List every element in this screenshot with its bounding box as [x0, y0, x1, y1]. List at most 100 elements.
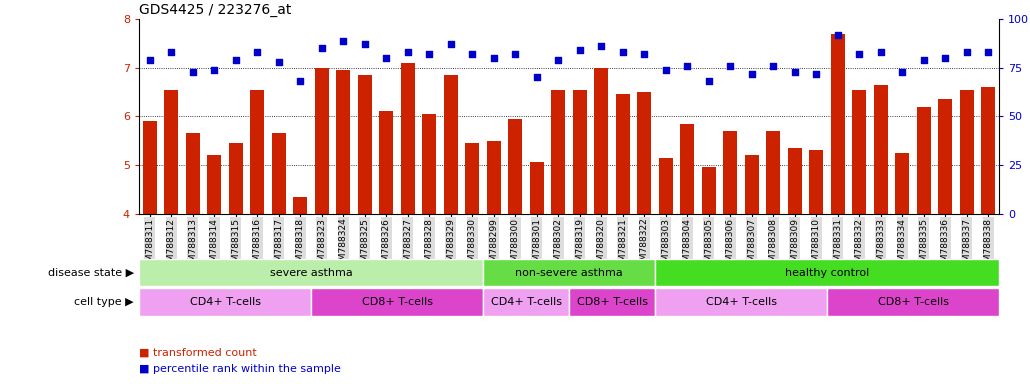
Point	[959, 49, 975, 55]
Text: ■ percentile rank within the sample: ■ percentile rank within the sample	[139, 364, 341, 374]
Bar	[357, 75, 372, 214]
Text: GDS4425 / 223276_at: GDS4425 / 223276_at	[139, 3, 291, 17]
Bar	[917, 107, 931, 214]
Bar	[827, 288, 999, 316]
Bar	[483, 288, 569, 316]
Point	[637, 51, 653, 57]
Bar	[250, 89, 265, 214]
Point	[443, 41, 459, 48]
Bar	[655, 288, 827, 316]
Bar	[139, 288, 311, 316]
Point	[163, 49, 179, 55]
Point	[916, 57, 932, 63]
Bar	[573, 89, 587, 214]
Point	[249, 49, 266, 55]
Bar	[466, 143, 479, 214]
Point	[313, 45, 330, 51]
Text: CD8+ T-cells: CD8+ T-cells	[878, 297, 949, 307]
Text: CD8+ T-cells: CD8+ T-cells	[362, 297, 433, 307]
Point	[356, 41, 373, 48]
Point	[722, 63, 739, 69]
Text: severe asthma: severe asthma	[270, 268, 352, 278]
Point	[593, 43, 610, 50]
Point	[465, 51, 481, 57]
Text: CD4+ T-cells: CD4+ T-cells	[190, 297, 261, 307]
Bar	[165, 89, 178, 214]
Bar	[853, 89, 866, 214]
Point	[293, 78, 309, 84]
Point	[657, 67, 674, 73]
Point	[485, 55, 502, 61]
Text: CD8+ T-cells: CD8+ T-cells	[577, 297, 648, 307]
Bar	[616, 94, 629, 214]
Text: disease state ▶: disease state ▶	[47, 268, 134, 278]
Bar	[272, 133, 285, 214]
Bar	[701, 167, 716, 214]
Point	[894, 69, 911, 75]
Point	[679, 63, 695, 69]
Bar	[139, 259, 483, 286]
Bar	[594, 68, 609, 214]
Point	[400, 49, 416, 55]
Bar	[788, 148, 801, 214]
Point	[851, 51, 867, 57]
Bar	[766, 131, 781, 214]
Text: cell type ▶: cell type ▶	[74, 297, 134, 307]
Bar	[745, 155, 759, 214]
Point	[981, 49, 997, 55]
Bar	[723, 131, 737, 214]
Point	[615, 49, 631, 55]
Bar	[444, 75, 457, 214]
Point	[206, 67, 222, 73]
Bar	[655, 259, 999, 286]
Point	[271, 59, 287, 65]
Bar	[379, 111, 393, 214]
Text: CD4+ T-cells: CD4+ T-cells	[706, 297, 777, 307]
Bar	[810, 151, 823, 214]
Bar	[294, 197, 307, 214]
Text: ■ transformed count: ■ transformed count	[139, 347, 256, 357]
Bar	[551, 89, 565, 214]
Bar	[337, 70, 350, 214]
Point	[184, 69, 201, 75]
Bar	[529, 162, 544, 214]
Bar	[401, 63, 415, 214]
Point	[528, 74, 545, 81]
Bar	[207, 155, 221, 214]
Bar	[895, 153, 909, 214]
Bar	[229, 143, 243, 214]
Text: CD4+ T-cells: CD4+ T-cells	[490, 297, 561, 307]
Point	[141, 57, 158, 63]
Bar	[960, 89, 973, 214]
Bar	[873, 85, 888, 214]
Point	[829, 31, 846, 38]
Point	[507, 51, 523, 57]
Text: healthy control: healthy control	[785, 268, 869, 278]
Point	[421, 51, 438, 57]
Point	[550, 57, 566, 63]
Point	[228, 57, 244, 63]
Bar	[487, 141, 501, 214]
Bar	[185, 133, 200, 214]
Point	[787, 69, 803, 75]
Bar	[831, 34, 845, 214]
Point	[700, 78, 717, 84]
Bar	[569, 288, 655, 316]
Bar	[982, 87, 995, 214]
Point	[765, 63, 782, 69]
Point	[937, 55, 954, 61]
Point	[872, 49, 889, 55]
Bar	[509, 119, 522, 214]
Point	[809, 71, 825, 77]
Bar	[938, 99, 953, 214]
Bar	[311, 288, 483, 316]
Point	[744, 71, 760, 77]
Bar	[681, 124, 694, 214]
Text: non-severe asthma: non-severe asthma	[515, 268, 623, 278]
Bar	[143, 121, 157, 214]
Bar	[638, 92, 651, 214]
Point	[335, 38, 351, 44]
Bar	[659, 158, 673, 214]
Point	[572, 47, 588, 53]
Bar	[483, 259, 655, 286]
